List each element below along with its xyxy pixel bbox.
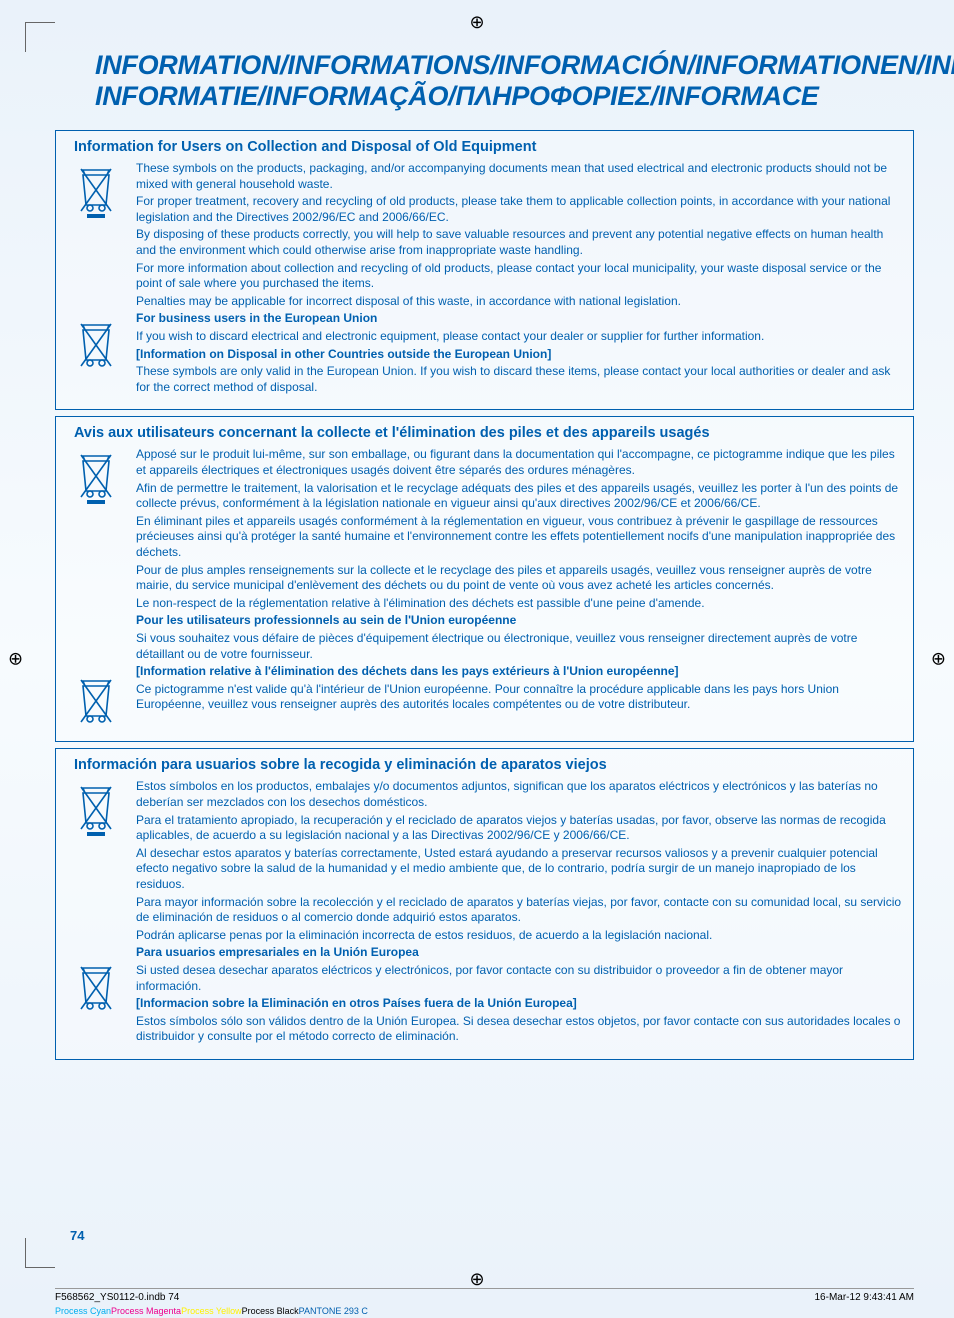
body-paragraph: These symbols on the products, packaging…	[136, 161, 903, 192]
icon-column	[66, 161, 126, 397]
registration-mark-icon: ⊕	[931, 649, 946, 670]
process-cyan-label: Process Cyan	[55, 1306, 111, 1316]
weee-bin-icon	[75, 449, 117, 504]
section-heading: Avis aux utilisateurs concernant la coll…	[74, 425, 903, 441]
body-paragraph: Al desechar estos aparatos y baterías co…	[136, 846, 903, 893]
weee-bin-icon	[75, 674, 117, 729]
process-black-label: Process Black	[242, 1306, 299, 1316]
process-magenta-label: Process Magenta	[111, 1306, 181, 1316]
page-number: 74	[70, 1228, 84, 1243]
section-body: Apposé sur le produit lui-même, sur son …	[136, 447, 903, 729]
section-body: These symbols on the products, packaging…	[136, 161, 903, 397]
weee-bin-icon	[75, 163, 117, 218]
process-yellow-label: Process Yellow	[181, 1306, 242, 1316]
body-paragraph: For proper treatment, recovery and recyc…	[136, 194, 903, 225]
body-paragraph: Podrán aplicarse penas por la eliminació…	[136, 928, 903, 944]
business-subheading: For business users in the European Union	[136, 311, 903, 327]
other-countries-subheading: [Informacion sobre la Eliminación en otr…	[136, 996, 903, 1012]
body-paragraph: By disposing of these products correctly…	[136, 227, 903, 258]
info-section-fr: Avis aux utilisateurs concernant la coll…	[55, 416, 914, 742]
body-paragraph: Penalties may be applicable for incorrec…	[136, 294, 903, 310]
body-paragraph: Si vous souhaitez vous défaire de pièces…	[136, 631, 903, 662]
body-paragraph: Estos símbolos en los productos, embalaj…	[136, 779, 903, 810]
other-countries-subheading: [Information on Disposal in other Countr…	[136, 347, 903, 363]
body-paragraph: En éliminant piles et appareils usagés c…	[136, 514, 903, 561]
info-section-en: Information for Users on Collection and …	[55, 130, 914, 410]
body-paragraph: Para el tratamiento apropiado, la recupe…	[136, 813, 903, 844]
section-heading: Información para usuarios sobre la recog…	[74, 757, 903, 773]
other-countries-subheading: [Information relative à l'élimination de…	[136, 664, 903, 680]
body-paragraph: Afin de permettre le traitement, la valo…	[136, 481, 903, 512]
body-paragraph: Apposé sur le produit lui-même, sur son …	[136, 447, 903, 478]
footer-bar: F568562_YS0112-0.indb 74 16-Mar-12 9:43:…	[55, 1288, 914, 1303]
page-title: INFORMATION/INFORMATIONS/INFORMACIÓN/INF…	[95, 50, 914, 112]
crop-mark-icon	[25, 22, 55, 52]
body-paragraph: Si usted desea desechar aparatos eléctri…	[136, 963, 903, 994]
body-paragraph: For more information about collection an…	[136, 261, 903, 292]
info-section-es: Información para usuarios sobre la recog…	[55, 748, 914, 1060]
process-color-strip: Process CyanProcess MagentaProcess Yello…	[55, 1306, 368, 1316]
business-subheading: Pour les utilisateurs professionnels au …	[136, 613, 903, 629]
registration-mark-icon: ⊕	[8, 649, 23, 670]
crop-mark-icon	[25, 1238, 55, 1268]
body-paragraph: Le non-respect de la réglementation rela…	[136, 596, 903, 612]
icon-column	[66, 779, 126, 1047]
registration-mark-icon: ⊕	[469, 1269, 484, 1290]
weee-bin-icon	[75, 961, 117, 1016]
body-paragraph: Ce pictogramme n'est valide qu'à l'intér…	[136, 682, 903, 713]
section-body: Estos símbolos en los productos, embalaj…	[136, 779, 903, 1047]
body-paragraph: If you wish to discard electrical and el…	[136, 329, 903, 345]
section-heading: Information for Users on Collection and …	[74, 139, 903, 155]
business-subheading: Para usuarios empresariales en la Unión …	[136, 945, 903, 961]
document-page: ⊕ ⊕ ⊕ ⊕ INFORMATION/INFORMATIONS/INFORMA…	[0, 0, 954, 1318]
body-paragraph: Para mayor información sobre la recolecc…	[136, 895, 903, 926]
registration-mark-icon: ⊕	[469, 12, 484, 33]
body-paragraph: These symbols are only valid in the Euro…	[136, 364, 903, 395]
body-paragraph: Pour de plus amples renseignements sur l…	[136, 563, 903, 594]
icon-column	[66, 447, 126, 729]
pantone-label: PANTONE 293 C	[299, 1306, 368, 1316]
footer-file-info: F568562_YS0112-0.indb 74	[55, 1292, 179, 1303]
weee-bin-icon	[75, 781, 117, 836]
body-paragraph: Estos símbolos sólo son válidos dentro d…	[136, 1014, 903, 1045]
weee-bin-icon	[75, 318, 117, 373]
footer-timestamp: 16-Mar-12 9:43:41 AM	[815, 1292, 915, 1303]
